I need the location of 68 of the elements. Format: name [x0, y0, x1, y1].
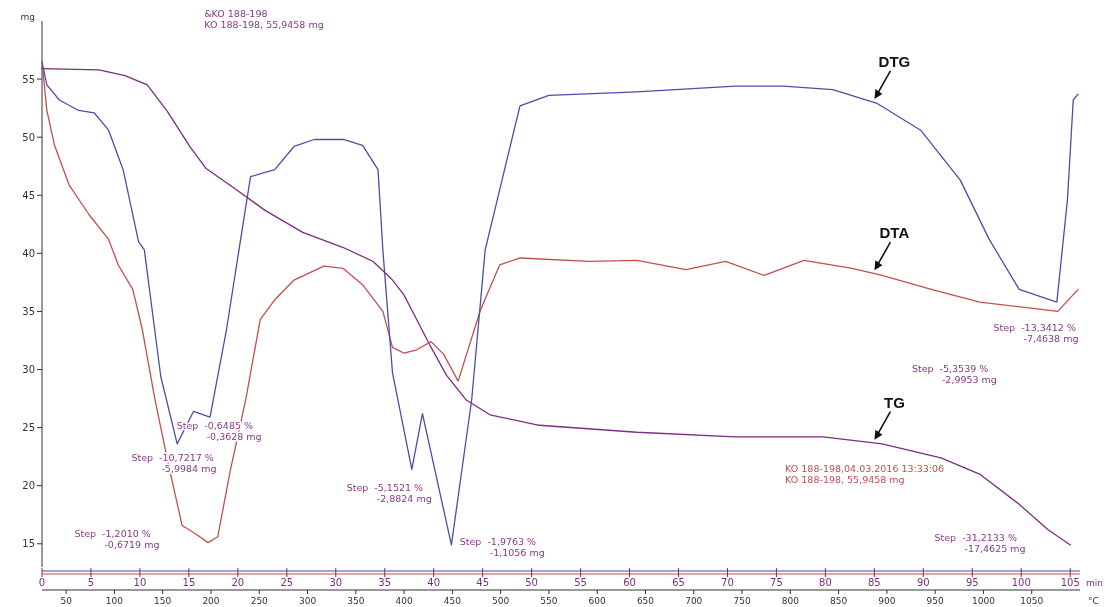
- x-tick-label: 700: [685, 596, 703, 606]
- x-tick-label: 400: [395, 596, 413, 606]
- x-tick-label: 150: [154, 596, 172, 606]
- text: DTA: [879, 224, 910, 242]
- x2-tick-label: 95: [965, 577, 979, 588]
- x-tick-label: 300: [298, 596, 317, 606]
- x2-tick-label: 10: [133, 577, 147, 588]
- x-tick-label: 1050: [1020, 596, 1044, 606]
- annotation: Step -1,2010 % -0,6719 mg: [74, 528, 160, 550]
- annotation: KO 188-198, 55,9458 mg: [204, 19, 324, 30]
- annotation: Step -5,3539 % -2,9953 mg: [911, 363, 997, 385]
- x-tick-label: 650: [636, 596, 655, 606]
- x-tick-label: 550: [540, 596, 558, 606]
- x-tick-label: 950: [926, 596, 945, 606]
- x-tick-label: 450: [443, 596, 462, 606]
- x2-tick-label: 80: [819, 577, 832, 588]
- y-tick-label: 15: [22, 538, 35, 550]
- y-tick-label: 35: [22, 305, 35, 317]
- text: TG: [883, 393, 905, 411]
- x-tick-label: 350: [347, 596, 365, 606]
- x2-tick-label: 40: [427, 577, 441, 588]
- x2-tick-label: 60: [623, 577, 636, 588]
- text: &KO 188-198: [204, 8, 268, 19]
- x2-tick-label: 70: [721, 577, 734, 588]
- annotation: Step -1,9763 % -1,1056 mg: [459, 536, 545, 558]
- x2-axis-title: min: [1086, 578, 1103, 588]
- x2-tick-label: 100: [1011, 577, 1031, 588]
- x2-tick-label: 25: [280, 577, 294, 588]
- x-tick-label: 600: [588, 596, 607, 606]
- x2-tick-label: 55: [574, 577, 587, 588]
- y-tick-label: 20: [22, 480, 35, 492]
- annotation: KO 188-198, 55,9458 mg: [785, 474, 905, 485]
- text: DTG: [878, 52, 911, 70]
- x-axis-title: °C: [1088, 596, 1099, 606]
- x2-tick-label: 85: [867, 577, 881, 588]
- x-tick-label: 800: [781, 596, 800, 606]
- x2-tick-label: 75: [770, 577, 783, 588]
- y-tick-label: 30: [22, 364, 35, 376]
- y-tick-label: 55: [22, 73, 35, 85]
- annotation: KO 188-198,04.03.2016 13:33:06: [785, 463, 945, 474]
- x2-tick-label: 50: [525, 577, 538, 588]
- x-tick-label: 100: [105, 596, 124, 606]
- x2-tick-label: 35: [378, 577, 392, 588]
- x-tick-label: 850: [830, 596, 848, 606]
- x2-tick-label: 20: [231, 577, 245, 588]
- x-tick-label: 500: [492, 596, 510, 606]
- x2-tick-label: 30: [329, 577, 343, 588]
- x-tick-label: 1000: [971, 596, 996, 606]
- y-axis-title: mg: [20, 12, 35, 22]
- y-tick-label: 40: [22, 247, 35, 259]
- x2-tick-label: 0: [38, 577, 46, 588]
- x2-tick-label: 90: [916, 577, 930, 588]
- x2-tick-label: 65: [672, 577, 685, 588]
- x2-tick-label: 45: [476, 577, 490, 588]
- y-tick-label: 45: [22, 189, 35, 201]
- x-tick-label: 750: [733, 596, 751, 606]
- annotation: Step -31,2133 % -17,4625 mg: [934, 532, 1026, 554]
- x-tick-label: 250: [250, 596, 269, 606]
- annotation: Step -13,3412 % -7,4638 mg: [993, 322, 1079, 344]
- y-tick-label: 50: [22, 131, 35, 143]
- x-tick-label: 200: [202, 596, 220, 606]
- x-tick-label: 50: [60, 596, 73, 606]
- x-tick-label: 900: [878, 596, 896, 606]
- y-tick-label: 25: [22, 422, 35, 434]
- x2-tick-label: 15: [182, 577, 196, 588]
- x2-tick-label: 105: [1060, 577, 1080, 588]
- annotation: Step -5,1521 % -2,8824 mg: [346, 482, 432, 504]
- x2-tick-label: 5: [87, 577, 95, 588]
